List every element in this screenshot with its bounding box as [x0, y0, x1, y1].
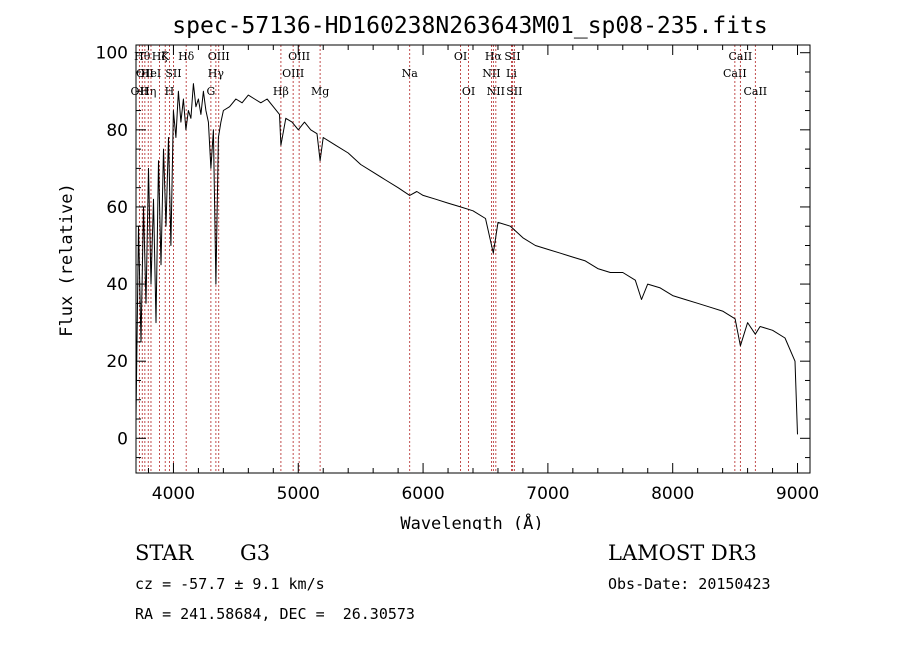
emission-line-markers: OIIHθOIIHηHeIHζKHSIIHδGHγOIIIHβOIIIOIIIM… — [131, 45, 767, 473]
line-label-13: Hβ — [273, 85, 289, 98]
y-tick-label-3: 60 — [106, 198, 128, 218]
line-label-26: CaII — [723, 67, 747, 80]
x-tick-label-1: 5000 — [277, 484, 320, 504]
line-label-23: Li — [506, 67, 517, 80]
y-tick-label-1: 20 — [106, 352, 128, 372]
axis-ticks: 4000 5000 6000 7000 8000 9000 0 20 40 60 80 100 — [96, 44, 820, 504]
x-tick-label-2: 6000 — [401, 484, 444, 504]
obs-date: Obs-Date: 20150423 — [608, 575, 771, 593]
spectrum-series — [135, 83, 798, 435]
x-axis-label: Wavelength (Å) — [400, 512, 543, 530]
subclass: G3 — [240, 541, 271, 565]
y-axis-label: Flux (relative) — [57, 183, 77, 337]
line-label-11: Hγ — [208, 67, 225, 80]
ra-dec-coords: RA = 241.58684, DEC = 26.30573 — [135, 605, 415, 623]
line-label-27: CaII — [729, 50, 753, 63]
line-label-19: OI — [462, 85, 475, 98]
y-tick-label-2: 40 — [106, 275, 128, 295]
x-tick-label-3: 7000 — [526, 484, 569, 504]
x-tick-label-4: 8000 — [651, 484, 694, 504]
line-label-7: H — [165, 85, 175, 98]
line-label-2: OII — [136, 67, 154, 80]
spectrum-line-0 — [135, 83, 798, 435]
line-label-3: Hη — [140, 85, 156, 98]
line-label-12: OIII — [208, 50, 230, 63]
chart-title: spec-57136-HD160238N263643M01_sp08-235.f… — [172, 13, 767, 39]
line-label-24: SII — [504, 50, 520, 63]
line-label-6: K — [161, 50, 170, 63]
line-label-22: NII — [487, 85, 505, 98]
x-tick-label-0: 4000 — [152, 484, 195, 504]
line-label-16: Mg — [311, 85, 329, 98]
line-label-25: SII — [506, 85, 522, 98]
line-label-1: Hθ — [134, 50, 151, 63]
line-label-4: HeI — [141, 67, 161, 80]
line-label-18: OI — [454, 50, 467, 63]
plot-frame — [135, 44, 811, 474]
redshift-cz: cz = -57.7 ± 9.1 km/s — [135, 575, 325, 593]
y-tick-label-0: 0 — [117, 429, 128, 449]
line-label-5: Hζ — [152, 50, 168, 63]
object-class: STAR — [135, 541, 194, 565]
y-tick-label-4: 80 — [106, 121, 128, 141]
line-label-28: CaII — [743, 85, 767, 98]
y-tick-label-5: 100 — [96, 44, 128, 64]
line-label-8: SII — [165, 67, 181, 80]
line-label-14: OIII — [282, 67, 304, 80]
line-label-21: Hα — [485, 50, 503, 63]
x-tick-label-5: 9000 — [776, 484, 819, 504]
line-label-9: Hδ — [178, 50, 195, 63]
survey-name: LAMOST DR3 — [608, 541, 757, 565]
line-label-17: Na — [402, 67, 419, 80]
spectrum-chart: spec-57136-HD160238N263643M01_sp08-235.f… — [57, 13, 820, 530]
line-label-15: OIII — [288, 50, 310, 63]
line-label-20: NII — [482, 67, 500, 80]
line-label-10: G — [206, 85, 215, 98]
